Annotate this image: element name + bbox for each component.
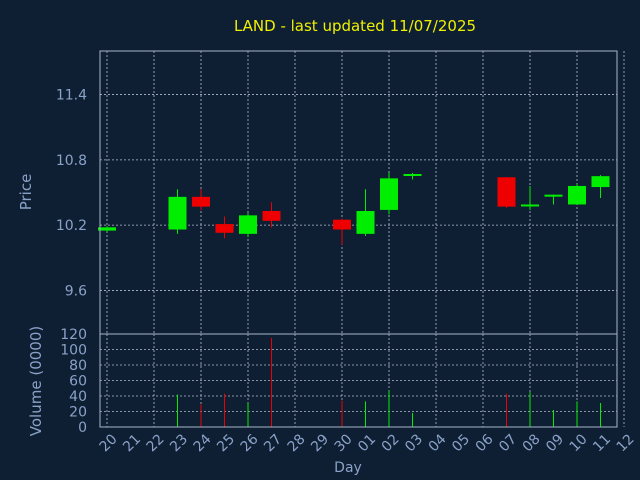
chart-title: LAND - last updated 11/07/2025 (234, 17, 476, 35)
volume-tick-label: 20 (69, 405, 87, 421)
volume-tick-label: 60 (69, 374, 87, 390)
volume-bars (106, 337, 601, 427)
volume-panel-frame (99, 333, 618, 428)
price-tick-label: 11.4 (56, 88, 87, 104)
candle-body (403, 173, 422, 176)
price-axis-label: Price (17, 174, 35, 211)
candle-body (497, 177, 516, 207)
candle-body (215, 224, 234, 233)
volume-tick-label: 100 (60, 343, 87, 359)
candle-body (333, 219, 351, 230)
candle-body (239, 215, 257, 234)
x-axis-label: Day (334, 460, 362, 476)
price-tick-label: 10.2 (56, 218, 87, 234)
candle-body (544, 194, 563, 197)
candle-body (356, 211, 375, 234)
volume-tick-label: 0 (78, 420, 87, 436)
price-candles (98, 172, 610, 245)
candle-body (192, 196, 210, 207)
candle-body (98, 227, 116, 231)
volume-tick-label: 80 (69, 358, 87, 374)
price-tick-label: 9.6 (65, 283, 87, 299)
candle-body (262, 211, 281, 221)
candle-body (568, 185, 586, 205)
candle-body (380, 178, 398, 210)
candle-body (168, 196, 187, 230)
volume-tick-label: 40 (69, 389, 87, 405)
volume-axis-label: Volume (0000) (27, 326, 45, 436)
price-tick-label: 10.8 (56, 153, 87, 169)
volume-tick-label: 120 (60, 327, 87, 343)
candle-body (591, 176, 610, 188)
candle-body (521, 204, 539, 207)
